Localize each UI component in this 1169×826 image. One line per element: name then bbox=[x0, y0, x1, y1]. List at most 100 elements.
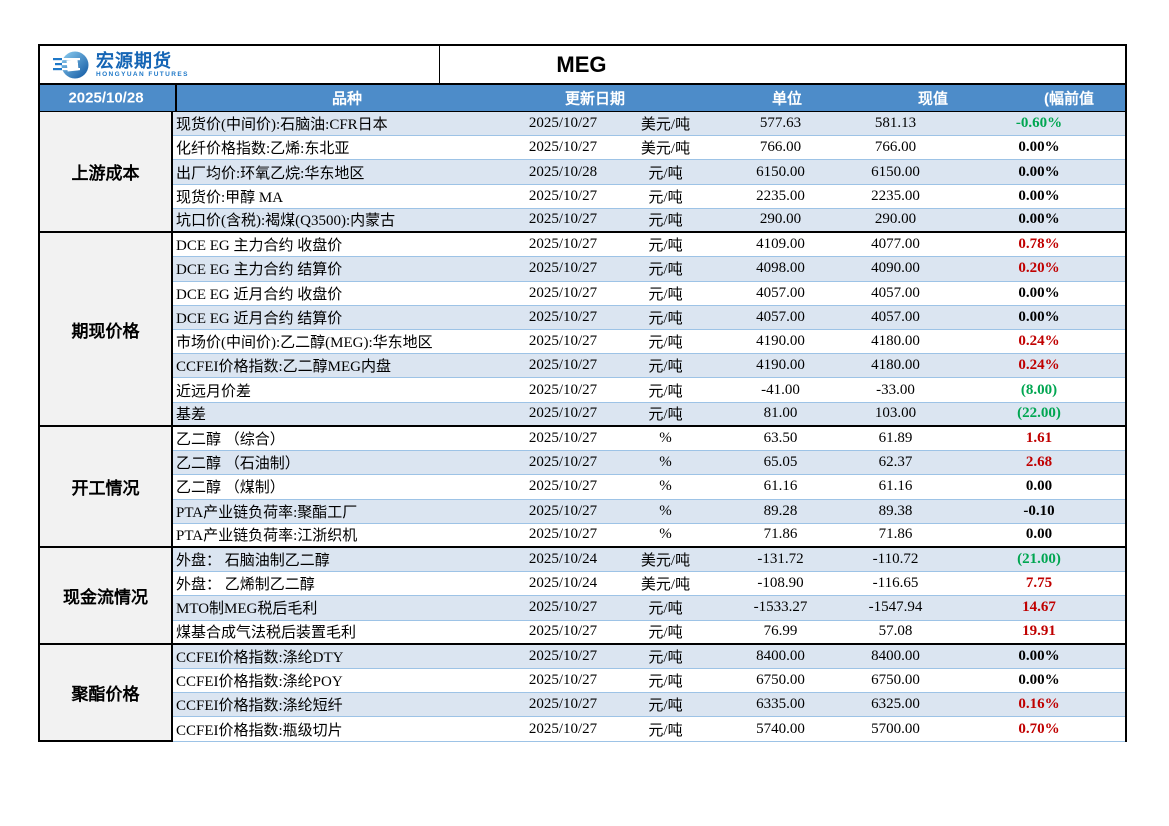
table-row: 外盘： 石脑油制乙二醇 2025/10/24 美元/吨 -131.72 -110.72 (… bbox=[173, 547, 1125, 573]
unit-cell: 元/吨 bbox=[648, 601, 683, 618]
update-date-cell: 2025/10/27 bbox=[528, 357, 598, 374]
change-cell: 0.78% bbox=[1018, 236, 1060, 253]
group-label-column: 上游成本 期现价格 开工情况 现金流情况 聚酯价格 bbox=[40, 112, 173, 742]
previous-value-cell: 4180.00 bbox=[871, 357, 920, 374]
current-value-cell: 81.00 bbox=[763, 405, 798, 422]
current-value-cell: -41.00 bbox=[761, 381, 800, 398]
product-cell: 近远月价差 bbox=[176, 383, 252, 400]
change-cell: 0.00% bbox=[1018, 672, 1060, 689]
col-header-change-prev: (幅前值 bbox=[1044, 90, 1094, 108]
product-cell: CCFEI价格指数:涤纶POY bbox=[176, 674, 343, 691]
update-date-cell: 2025/10/28 bbox=[528, 163, 598, 180]
table-row: 化纤价格指数:乙烯:东北亚 2025/10/27 美元/吨 766.00 766.00 0… bbox=[173, 136, 1125, 161]
unit-cell: 美元/吨 bbox=[640, 577, 691, 594]
table-row: DCE EG 近月合约 结算价 2025/10/27 元/吨 4057.00 4057.… bbox=[173, 305, 1125, 330]
previous-value-cell: 6325.00 bbox=[871, 696, 920, 713]
previous-value-cell: 62.37 bbox=[878, 454, 913, 471]
unit-cell: 元/吨 bbox=[648, 359, 683, 376]
meg-report-table: 宏源期货 HONGYUAN FUTURES MEG 2025/10/28 品种 … bbox=[38, 44, 1127, 742]
change-cell: 0.00 bbox=[1025, 478, 1053, 495]
current-value-cell: 4057.00 bbox=[756, 284, 805, 301]
current-value-cell: 61.16 bbox=[763, 478, 798, 495]
update-date-cell: 2025/10/27 bbox=[528, 308, 598, 325]
table-row: PTA产业链负荷率:江浙织机 2025/10/27% 71.86 71.86 0.00 bbox=[173, 523, 1125, 548]
current-value-cell: -131.72 bbox=[757, 551, 804, 568]
update-date-cell: 2025/10/27 bbox=[528, 260, 598, 277]
col-header-unit: 单位 bbox=[771, 90, 803, 108]
unit-cell: % bbox=[659, 502, 672, 519]
unit-cell: 元/吨 bbox=[648, 674, 683, 691]
previous-value-cell: -110.72 bbox=[872, 551, 919, 568]
table-row: 乙二醇 （石油制） 2025/10/27% 65.05 62.37 2.68 bbox=[173, 451, 1125, 476]
previous-value-cell: -1547.94 bbox=[868, 599, 923, 616]
product-cell: 乙二醇 （综合） bbox=[176, 431, 285, 448]
current-value-cell: 2235.00 bbox=[756, 187, 805, 204]
logo-company-subtitle: HONGYUAN FUTURES bbox=[96, 71, 189, 78]
product-cell: CCFEI价格指数:涤纶短纤 bbox=[176, 698, 343, 715]
update-date-cell: 2025/10/27 bbox=[528, 672, 598, 689]
group-label: 上游成本 bbox=[40, 112, 173, 234]
table-row: CCFEI价格指数:乙二醇MEG内盘 2025/10/27 元/吨 4190.00 41… bbox=[173, 354, 1125, 379]
product-cell: PTA产业链负荷率:聚酯工厂 bbox=[176, 504, 358, 521]
table-row: MTO制MEG税后毛利 2025/10/27 元/吨 -1533.27 -1547.94… bbox=[173, 596, 1125, 621]
unit-cell: 元/吨 bbox=[648, 238, 683, 255]
change-cell: 0.00% bbox=[1018, 284, 1060, 301]
group-label: 开工情况 bbox=[40, 426, 173, 549]
unit-cell: 美元/吨 bbox=[640, 553, 691, 570]
table-row: CCFEI价格指数:涤纶DTY 2025/10/27 元/吨 8400.00 8400.… bbox=[173, 644, 1125, 670]
previous-value-cell: 57.08 bbox=[878, 623, 913, 640]
current-value-cell: 4057.00 bbox=[756, 308, 805, 325]
unit-cell: % bbox=[659, 478, 672, 495]
update-date-cell: 2025/10/24 bbox=[528, 575, 598, 592]
previous-value-cell: 290.00 bbox=[874, 211, 917, 228]
change-cell: 7.75 bbox=[1025, 575, 1053, 592]
change-cell: 0.00% bbox=[1018, 187, 1060, 204]
previous-value-cell: 4057.00 bbox=[871, 284, 920, 301]
current-value-cell: 6335.00 bbox=[756, 696, 805, 713]
current-value-cell: -108.90 bbox=[757, 575, 804, 592]
change-cell: 0.16% bbox=[1018, 696, 1060, 713]
product-cell: 外盘： 乙烯制乙二醇 bbox=[176, 577, 315, 594]
table-row: 市场价(中间价):乙二醇(MEG):华东地区 2025/10/27 元/吨 4190.… bbox=[173, 329, 1125, 355]
table-row: 近远月价差 2025/10/27 元/吨 -41.00 -33.00 (8.00) bbox=[173, 378, 1125, 403]
table-row: CCFEI价格指数:涤纶POY 2025/10/27 元/吨 6750.00 6750.… bbox=[173, 669, 1125, 694]
table-row: DCE EG 近月合约 收盘价 2025/10/27 元/吨 4057.00 4057.… bbox=[173, 281, 1125, 306]
current-value-cell: 63.50 bbox=[763, 429, 798, 446]
product-cell: CCFEI价格指数:乙二醇MEG内盘 bbox=[176, 359, 392, 376]
product-cell: 乙二醇 （煤制） bbox=[176, 480, 285, 497]
previous-value-cell: 766.00 bbox=[874, 139, 917, 156]
table-row: DCE EG 主力合约 收盘价 2025/10/27 元/吨 4109.00 4077.… bbox=[173, 233, 1125, 258]
previous-value-cell: 4077.00 bbox=[871, 236, 920, 253]
update-date-cell: 2025/10/27 bbox=[528, 381, 598, 398]
product-cell: DCE EG 近月合约 结算价 bbox=[176, 310, 343, 327]
table-row: 现货价:甲醇 MA 2025/10/27 元/吨 2235.00 2235.00 0.00… bbox=[173, 184, 1125, 209]
current-value-cell: 6150.00 bbox=[756, 163, 805, 180]
previous-value-cell: 71.86 bbox=[878, 526, 913, 543]
unit-cell: 元/吨 bbox=[648, 625, 683, 642]
title-row: 宏源期货 HONGYUAN FUTURES MEG bbox=[40, 46, 1125, 85]
table-row: 外盘： 乙烯制乙二醇 2025/10/24 美元/吨 -108.90 -116.65 7.… bbox=[173, 572, 1125, 597]
previous-value-cell: 61.89 bbox=[878, 429, 913, 446]
current-value-cell: -1533.27 bbox=[753, 599, 808, 616]
unit-cell: 元/吨 bbox=[648, 698, 683, 715]
previous-value-cell: 61.16 bbox=[878, 478, 913, 495]
unit-cell: 元/吨 bbox=[648, 310, 683, 327]
change-cell: 0.00 bbox=[1025, 526, 1053, 543]
current-value-cell: 4098.00 bbox=[756, 260, 805, 277]
update-date-cell: 2025/10/27 bbox=[528, 502, 598, 519]
unit-cell: 元/吨 bbox=[648, 165, 683, 182]
previous-value-cell: 4090.00 bbox=[871, 260, 920, 277]
current-value-cell: 6750.00 bbox=[756, 672, 805, 689]
table-row: 坑口价(含税):褐煤(Q3500):内蒙古 2025/10/27 元/吨 290.00… bbox=[173, 208, 1125, 234]
product-cell: MTO制MEG税后毛利 bbox=[176, 601, 318, 618]
current-value-cell: 290.00 bbox=[759, 211, 802, 228]
table-row: CCFEI价格指数:瓶级切片 2025/10/27 元/吨 5740.00 5700.0… bbox=[173, 717, 1125, 742]
update-date-cell: 2025/10/27 bbox=[528, 236, 598, 253]
unit-cell: 美元/吨 bbox=[640, 141, 691, 158]
product-cell: 外盘： 石脑油制乙二醇 bbox=[176, 553, 330, 570]
change-cell: -0.10 bbox=[1023, 502, 1055, 519]
current-value-cell: 71.86 bbox=[763, 526, 798, 543]
previous-value-cell: 103.00 bbox=[874, 405, 917, 422]
product-cell: 出厂均价:环氧乙烷:华东地区 bbox=[176, 165, 365, 182]
group-label: 期现价格 bbox=[40, 233, 173, 427]
